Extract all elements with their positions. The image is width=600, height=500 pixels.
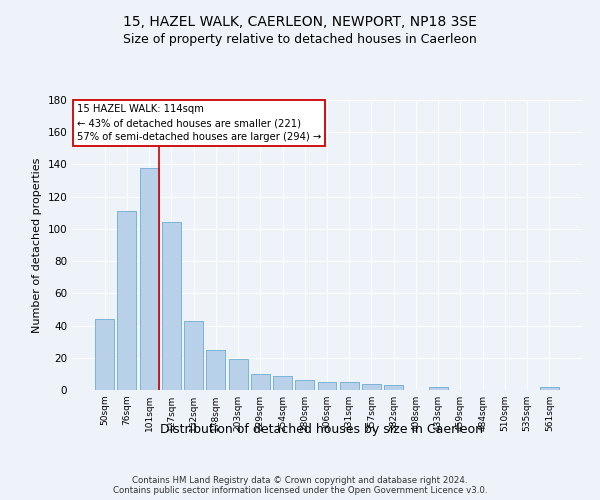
Bar: [140, 168, 158, 390]
Y-axis label: Number of detached properties: Number of detached properties: [32, 158, 42, 332]
Bar: [206, 350, 225, 390]
Bar: [118, 211, 136, 390]
Text: 15 HAZEL WALK: 114sqm
← 43% of detached houses are smaller (221)
57% of semi-det: 15 HAZEL WALK: 114sqm ← 43% of detached …: [77, 104, 322, 142]
Bar: [295, 380, 314, 390]
Bar: [317, 382, 337, 390]
Bar: [95, 319, 114, 390]
Bar: [384, 385, 403, 390]
Bar: [273, 376, 292, 390]
Bar: [184, 320, 203, 390]
Text: Contains HM Land Registry data © Crown copyright and database right 2024.
Contai: Contains HM Land Registry data © Crown c…: [113, 476, 487, 495]
Text: Distribution of detached houses by size in Caerleon: Distribution of detached houses by size …: [160, 422, 482, 436]
Bar: [162, 222, 181, 390]
Bar: [362, 384, 381, 390]
Bar: [429, 387, 448, 390]
Text: 15, HAZEL WALK, CAERLEON, NEWPORT, NP18 3SE: 15, HAZEL WALK, CAERLEON, NEWPORT, NP18 …: [123, 15, 477, 29]
Text: Size of property relative to detached houses in Caerleon: Size of property relative to detached ho…: [123, 32, 477, 46]
Bar: [229, 360, 248, 390]
Bar: [340, 382, 359, 390]
Bar: [251, 374, 270, 390]
Bar: [540, 387, 559, 390]
